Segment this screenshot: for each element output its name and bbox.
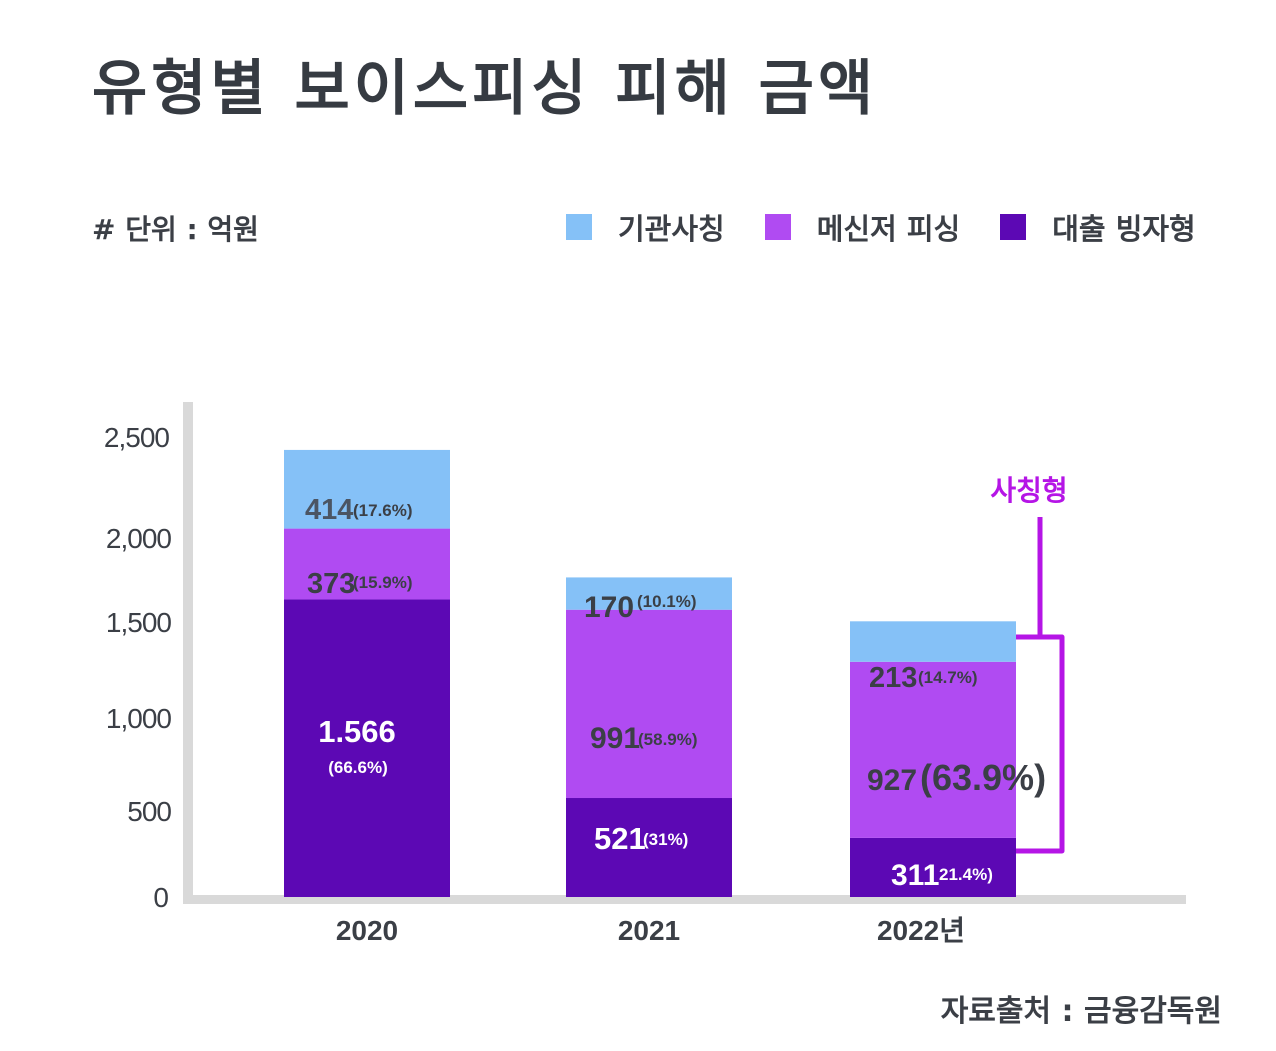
bar-segment-agency	[850, 621, 1016, 662]
x-axis-line	[183, 895, 1186, 904]
legend-item-loan: 대출 빙자형	[1000, 206, 1196, 248]
percent-label: 21.4%)	[939, 865, 993, 884]
y-axis-line	[183, 402, 193, 902]
bar-segment-agency	[284, 449, 450, 529]
y-tick-label: 1,500	[106, 607, 171, 638]
percent-label: (10.1%)	[637, 592, 697, 611]
annotation-label: 사칭형	[990, 474, 1067, 507]
y-tick-label: 0	[153, 882, 168, 913]
bar-segment-agency	[566, 577, 732, 610]
percent-label: (31%)	[643, 830, 688, 849]
value-label-loan: 311	[891, 859, 939, 892]
y-tick-label: 500	[127, 796, 171, 827]
y-tick-label: 2,000	[106, 523, 171, 554]
x-tick-label: 2021	[618, 915, 680, 946]
x-tick-label: 2020	[336, 915, 398, 946]
percent-label: (14.7%)	[918, 668, 978, 687]
value-label-agency: 213	[869, 662, 917, 694]
legend-label-agency: 기관사칭	[618, 212, 725, 246]
y-tick-label: 1,000	[106, 703, 171, 734]
legend-item-messenger: 메신저 피싱	[764, 206, 961, 248]
legend-label-loan: 대출 빙자형	[1052, 212, 1196, 246]
y-tick-label: 2,500	[104, 422, 169, 453]
bar-segment-messenger	[850, 661, 1016, 838]
bar-segment-messenger	[284, 528, 450, 600]
percent-label: (63.9%)	[920, 757, 1046, 798]
bar-segment-loan	[850, 837, 1016, 897]
legend-item-agency: 기관사칭	[566, 206, 725, 248]
value-label-messenger: 373	[307, 568, 355, 600]
bar-segment-loan	[284, 599, 450, 897]
percent-label: (15.9%)	[353, 573, 413, 592]
percent-label: (17.6%)	[353, 501, 413, 520]
legend-swatch-messenger	[764, 214, 791, 240]
legend-swatch-loan	[1000, 214, 1027, 240]
legend-swatch-agency	[566, 214, 592, 240]
value-label-agency: 170	[584, 591, 634, 624]
bar-segment-loan	[566, 798, 732, 897]
value-label-loan: 1.566	[318, 714, 396, 749]
value-label-messenger: 927	[867, 764, 917, 797]
value-label-agency: 414	[305, 494, 353, 526]
value-label-messenger: 991	[590, 722, 640, 755]
source-label: 자료출처 : 금융감독원	[940, 994, 1222, 1029]
legend: 기관사칭 메신저 피싱 대출 빙자형	[566, 206, 1196, 248]
x-tick-label: 2022년	[877, 915, 965, 946]
legend-label-messenger: 메신저 피싱	[816, 212, 961, 246]
unit-label: # 단위 : 억원	[92, 213, 259, 246]
value-label-loan: 521	[594, 821, 646, 856]
bar-segment-messenger	[566, 609, 732, 799]
percent-label: (58.9%)	[638, 730, 698, 749]
annotation-bracket	[1016, 634, 1065, 854]
chart-title: 유형별 보이스피싱 피해 금액	[92, 54, 878, 124]
percent-label: (66.6%)	[328, 758, 388, 777]
